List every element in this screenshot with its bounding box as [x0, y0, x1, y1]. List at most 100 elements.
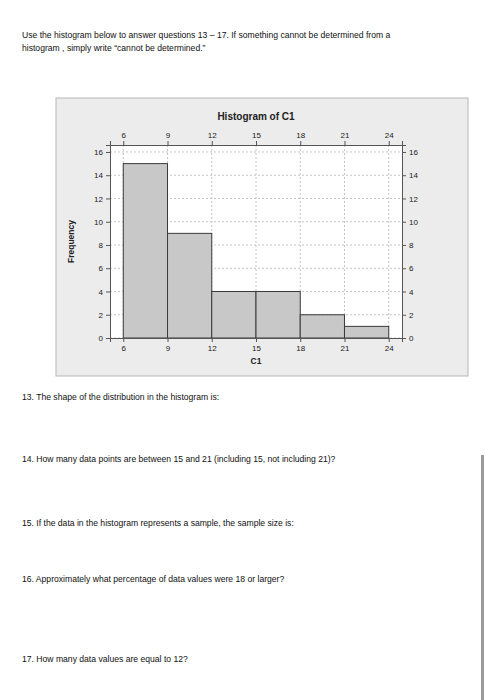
tick: 10 — [402, 218, 418, 227]
tick: 0 — [402, 334, 414, 343]
tick-mark — [106, 222, 110, 223]
plot-area — [110, 145, 402, 338]
tick-mark — [402, 198, 406, 199]
tick-label: 24 — [385, 344, 394, 353]
tick-label: 16 — [409, 148, 418, 157]
tick-mark — [106, 268, 110, 269]
tick-mark — [402, 175, 406, 176]
x-axis-top: 691215182124 — [111, 131, 403, 146]
tick-label: 6 — [409, 264, 414, 273]
tick-label: 2 — [409, 311, 414, 320]
question: 13. The shape of the distribution in the… — [22, 392, 219, 402]
instruction-text: histogram , simply write “cannot be dete… — [22, 43, 206, 53]
tick-mark — [402, 245, 406, 246]
tick: 0 — [99, 334, 110, 343]
tick-label: 6 — [122, 131, 127, 140]
chart-title: Histogram of C1 — [217, 111, 295, 122]
tick-mark — [402, 291, 406, 292]
tick: 8 — [99, 241, 110, 250]
tick: 18 — [296, 338, 305, 353]
tick: 14 — [94, 171, 110, 180]
tick-label: 18 — [296, 131, 305, 140]
tick-label: 8 — [409, 241, 414, 250]
axis-line — [111, 339, 403, 343]
chart: 6912151821246912151821240246810121416024… — [56, 98, 468, 376]
instruction-text: Use the histogram below to answer questi… — [22, 30, 391, 40]
tick-label: 4 — [409, 288, 414, 297]
tick-mark — [344, 338, 345, 342]
tick-mark — [168, 338, 169, 342]
tick-mark — [402, 152, 406, 153]
axis-line — [403, 146, 407, 339]
histogram-bar — [300, 315, 344, 338]
y-axis-left: 0 2 4 6 8 10 12 14 16 — [94, 146, 110, 344]
tick: 12 — [94, 195, 110, 204]
tick-mark — [300, 338, 301, 342]
question: 16. Approximately what percentage of dat… — [22, 574, 284, 584]
tick: 24 — [385, 131, 394, 145]
tick: 14 — [402, 171, 418, 180]
tick: 15 — [252, 131, 261, 145]
axis-line — [111, 141, 403, 146]
tick-label: 9 — [166, 131, 171, 140]
tick-label: 14 — [409, 171, 418, 180]
tick-label: 6 — [122, 344, 127, 353]
tick: 18 — [296, 131, 305, 145]
tick-label: 8 — [99, 241, 104, 250]
tick-label: 4 — [99, 288, 104, 297]
histogram-bar — [344, 326, 388, 338]
grid-line-y — [110, 151, 402, 152]
histogram-bar — [123, 164, 167, 338]
tick-label: 0 — [99, 334, 104, 343]
tick-mark — [106, 198, 110, 199]
tick: 16 — [94, 148, 110, 157]
tick: 6 — [122, 131, 127, 145]
tick-mark — [402, 268, 406, 269]
tick: 12 — [208, 338, 217, 353]
tick-label: 9 — [166, 344, 171, 353]
tick-label: 0 — [409, 334, 414, 343]
tick-label: 2 — [99, 311, 104, 320]
question: 14. How many data points are between 15 … — [22, 454, 336, 464]
tick: 15 — [252, 338, 261, 353]
tick-label: 24 — [385, 131, 394, 140]
tick-label: 10 — [94, 218, 103, 227]
tick-label: 12 — [94, 195, 103, 204]
tick-mark — [256, 338, 257, 342]
tick-mark — [106, 338, 110, 339]
tick-label: 12 — [409, 195, 418, 204]
tick-label: 12 — [208, 344, 217, 353]
tick-label: 10 — [409, 218, 418, 227]
tick-label: 15 — [252, 131, 261, 140]
chart-panel — [56, 98, 468, 376]
tick: 4 — [402, 288, 414, 297]
tick: 6 — [402, 264, 414, 273]
tick: 9 — [166, 338, 171, 353]
tick: 10 — [94, 218, 110, 227]
tick-label: 16 — [94, 148, 103, 157]
axis-line — [106, 146, 111, 339]
histogram-bar — [168, 233, 212, 338]
tick-label: 15 — [252, 344, 261, 353]
bars — [123, 164, 388, 338]
scroll-edge — [481, 455, 484, 700]
tick: 16 — [402, 148, 418, 157]
tick-mark — [402, 338, 406, 339]
tick: 21 — [341, 338, 350, 353]
grid-line-x — [388, 145, 389, 338]
tick: 2 — [402, 311, 414, 320]
tick-label: 12 — [208, 131, 217, 140]
histogram-bar — [256, 291, 300, 338]
tick: 6 — [99, 264, 110, 273]
tick-label: 6 — [99, 264, 104, 273]
tick-mark — [212, 141, 213, 145]
tick-mark — [256, 141, 257, 145]
tick: 4 — [99, 288, 110, 297]
tick-mark — [123, 338, 124, 342]
tick-label: 14 — [94, 171, 103, 180]
tick-mark — [168, 141, 169, 145]
tick-mark — [106, 175, 110, 176]
tick: 6 — [122, 338, 127, 353]
question: 15. If the data in the histogram represe… — [22, 518, 294, 528]
y-axis-right: 0 2 4 6 8 10 12 14 16 — [402, 146, 418, 344]
